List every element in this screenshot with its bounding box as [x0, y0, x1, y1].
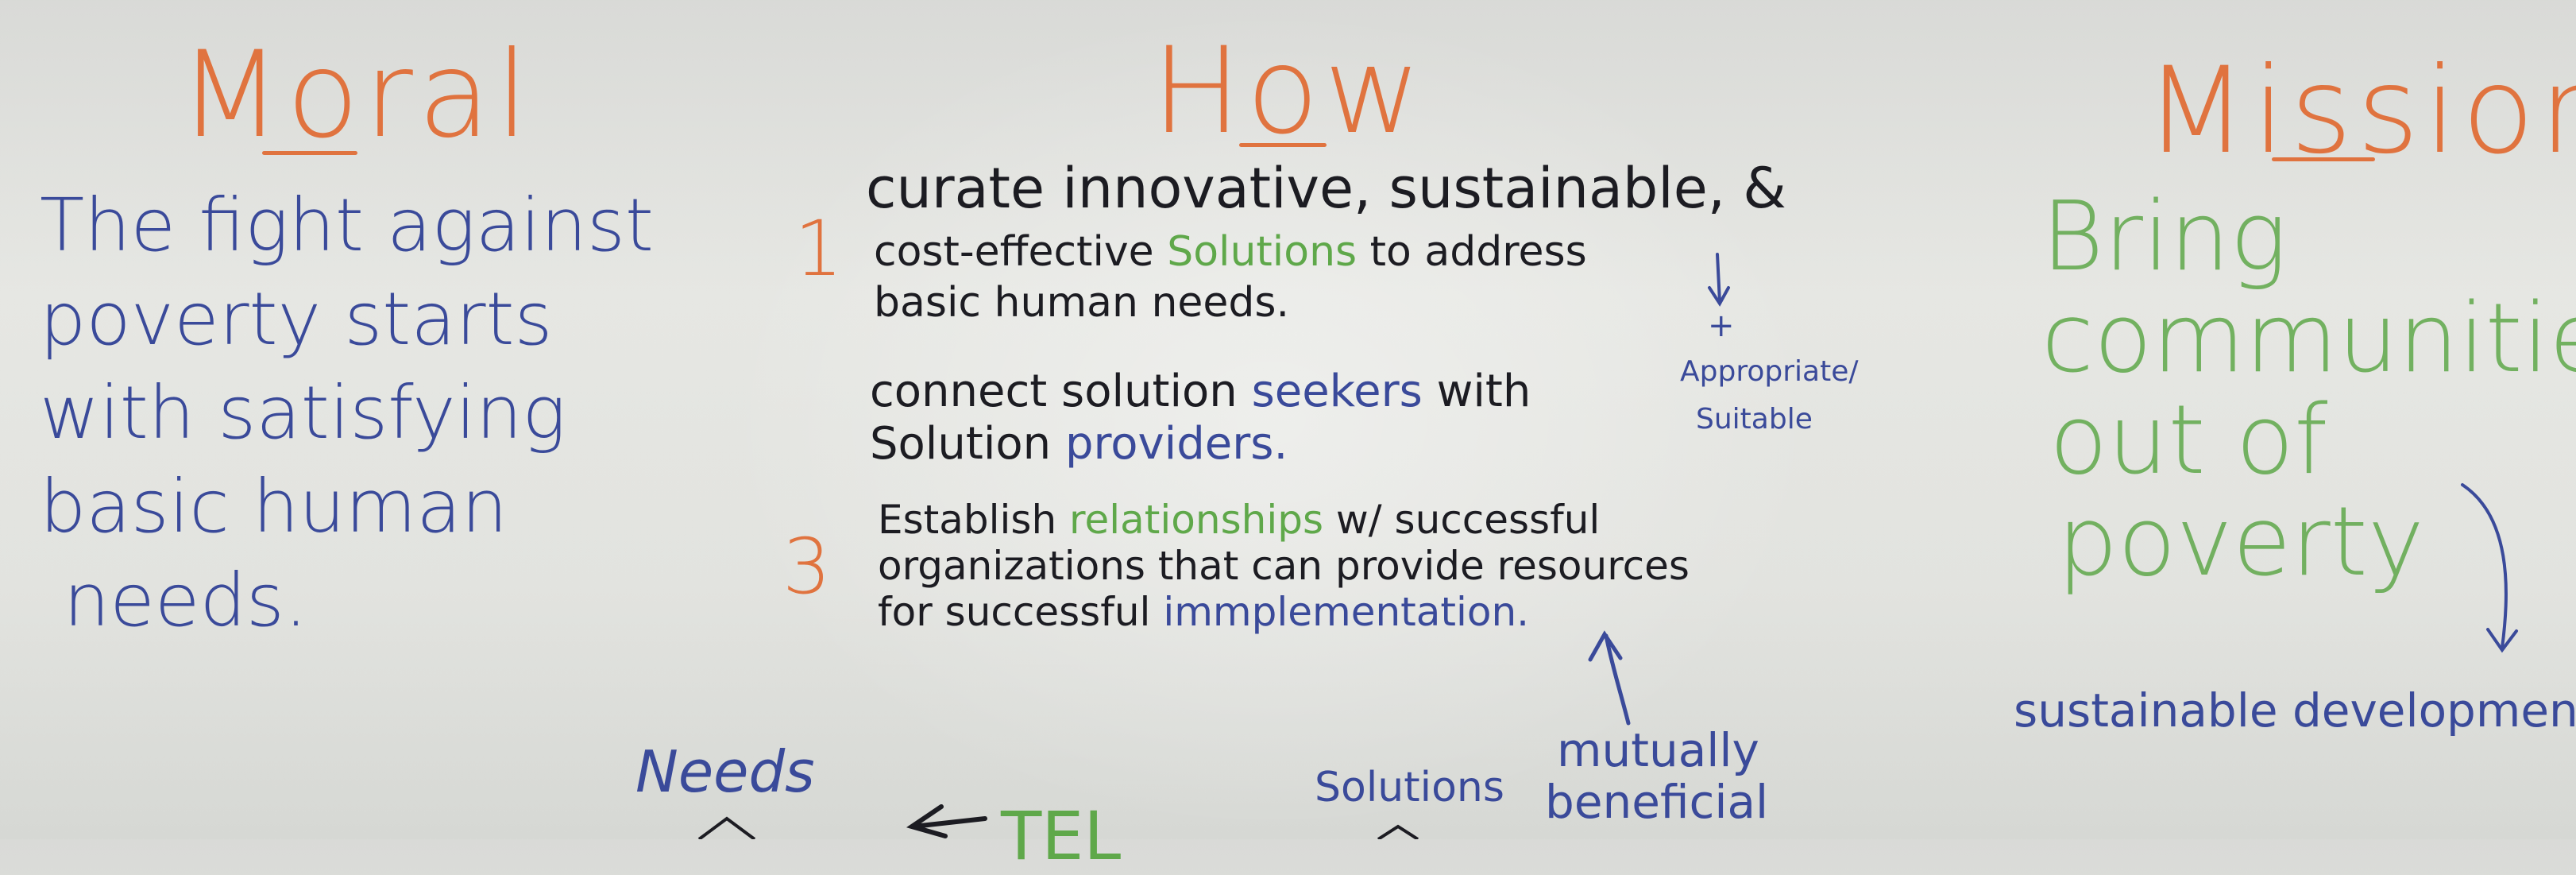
how-item-3-line-1: Establish relationships w/ successful	[878, 497, 1690, 543]
text-implementation: immplementation.	[1163, 589, 1530, 635]
note-appropriate: Appropriate/	[1680, 355, 1859, 388]
moral-text: The fight against poverty starts with sa…	[40, 179, 654, 648]
note-plus: +	[1708, 308, 1735, 344]
how-item-1-rest: cost-effective Solutions to address basi…	[874, 226, 1587, 328]
mission-line: Bring	[2041, 182, 2288, 292]
sustainable-development: sustainable development	[2014, 683, 2576, 738]
bottom-needs: Needs	[635, 738, 815, 805]
how-item-2-line-1: connect solution seekers with	[870, 366, 1531, 418]
number-3: 3	[782, 522, 832, 611]
text: cost-effective	[874, 228, 1168, 276]
how-item-1-line-1: curate innovative, sustainable, &	[866, 156, 1786, 221]
text: to address	[1357, 228, 1587, 276]
text-seekers: seekers	[1251, 366, 1423, 417]
text-solutions: Solutions	[1167, 228, 1358, 276]
number-1: 1	[794, 204, 844, 293]
heading-moral: Moral	[179, 26, 534, 165]
text: with	[1422, 366, 1531, 417]
bottom-mutually: mutually	[1557, 723, 1759, 777]
how-item-1: curate innovative, sustainable, &	[866, 159, 1786, 218]
bottom-solutions: Solutions	[1315, 764, 1504, 811]
heading-mission: Mission	[2145, 42, 2576, 180]
text-relationships: relationships	[1069, 497, 1323, 543]
text-providers: providers.	[1064, 418, 1288, 470]
solutions-branch	[1377, 824, 1419, 839]
how-item-3: Establish relationships w/ successful or…	[878, 497, 1690, 635]
underline-moral	[262, 151, 357, 155]
mission-line: out of	[2049, 385, 2328, 496]
down-arrow-icon	[1708, 253, 1730, 307]
note-suitable: Suitable	[1696, 403, 1813, 436]
how-item-1-line-2: cost-effective Solutions to address	[874, 226, 1587, 277]
how-item-2-line-2: Solution providers.	[870, 418, 1531, 470]
whiteboard: Moral How Mission The fight against pove…	[40, 0, 2576, 869]
how-item-2: connect solution seekers with Solution p…	[870, 366, 1531, 470]
text: for successful	[878, 589, 1164, 635]
curved-down-arrow-icon	[2461, 483, 2518, 653]
mission-line: poverty	[2057, 487, 2424, 598]
up-arrow-icon	[1588, 630, 1631, 726]
underline-mission	[2272, 157, 2375, 161]
text: connect solution	[870, 366, 1252, 417]
moral-line: basic human	[40, 464, 508, 549]
mission-text: Bring communities out of poverty	[2041, 187, 2576, 594]
moral-line: poverty starts	[40, 277, 553, 362]
bottom-beneficial: beneficial	[1545, 775, 1769, 829]
text: w/ successful	[1323, 497, 1601, 543]
how-item-3-line-3: for successful immplementation.	[878, 589, 1690, 635]
arrow-strokes	[697, 253, 2518, 839]
left-arrow-icon	[906, 804, 987, 838]
underline-how	[1239, 143, 1327, 147]
how-item-1-line-3: basic human needs.	[874, 279, 1290, 327]
moral-line: The fight against	[40, 183, 654, 268]
mission-line: communities	[2041, 284, 2576, 394]
text: Establish	[878, 497, 1070, 543]
how-item-3-line-2: organizations that can provide resources	[878, 543, 1690, 589]
text: Solution	[870, 418, 1065, 470]
moral-line: needs.	[64, 558, 308, 643]
heading-how: How	[1152, 22, 1427, 161]
moral-line: with satisfying	[40, 370, 566, 455]
needs-branch	[697, 816, 756, 839]
